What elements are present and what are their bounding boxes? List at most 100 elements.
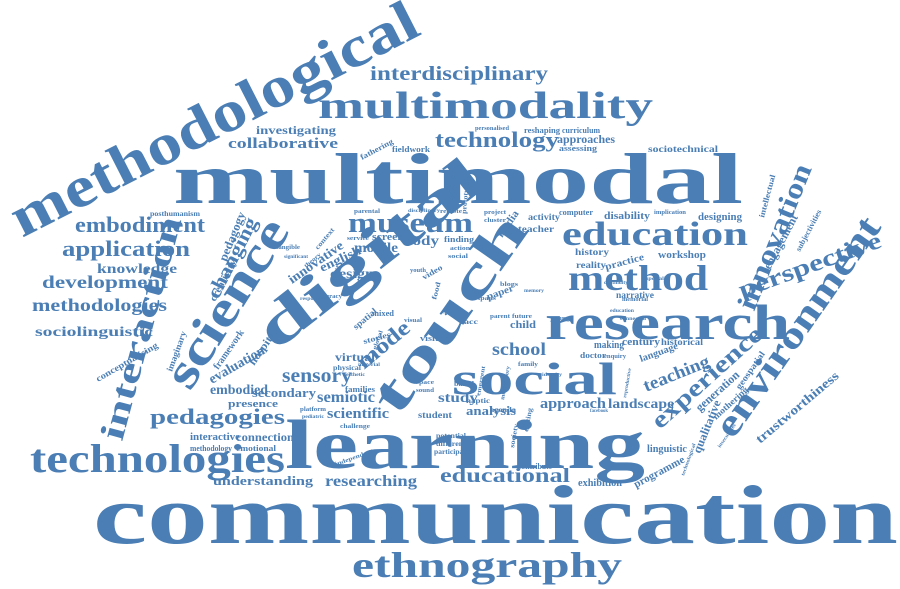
word-semiotic: semiotic [317,389,375,406]
word-making: making [594,339,624,351]
word-linguistic: linguistic [647,443,687,455]
word-potential: potential [436,432,466,440]
word-facebook: facebook [590,409,608,414]
word-continuity: continuity [604,281,629,286]
word-participant: participant [434,448,471,456]
word-analysis: analysis [466,403,516,418]
word-ipads: ipads [478,296,497,302]
word-different: different [436,440,467,448]
word-tangible: tangible [276,245,300,251]
word-mixed: mixed [372,309,395,318]
word-designing: designing [698,212,742,223]
word-education-small: education [610,309,634,314]
word-museum: museum [348,208,473,239]
word-connection: connection [236,430,294,444]
word-workshop: workshop [658,249,706,261]
word-action: action [450,246,471,252]
word-finding: finding [444,235,474,244]
word-activity: activity [528,212,561,222]
word-memory: memory [524,289,545,294]
word-remote: remote [440,209,462,215]
word-fieldwork: fieldwork [392,145,431,154]
word-history: history [575,247,610,257]
word-methodology: methodology [190,444,232,453]
word-development: development [42,272,168,292]
word-agenda: agenda [490,406,517,414]
word-service: service [347,236,369,242]
word-parent: parent [490,314,510,320]
word-application: application [62,236,190,261]
word-teacher: teacher [518,224,554,234]
word-cluster: cluster [484,218,506,224]
word-specialist: specialist [646,277,670,282]
word-social: social [452,353,617,404]
word-sociolinguistic: sociolinguistic [35,325,153,340]
word-responsive: responsive [300,297,327,302]
word-screen: screen [372,231,404,243]
word-landscape: landscape [608,397,674,412]
word-design: design [330,267,374,282]
word-learning: learning [285,407,645,484]
word-scientific: scientific [327,406,389,422]
word-reality: reality [576,260,607,270]
word-reshaping: reshaping [524,126,560,135]
word-method: method [568,258,708,298]
word-narrative: narrative [616,290,654,300]
word-exhibition: exhibition [578,478,622,489]
word-presence: presence [228,398,278,410]
word-knowledge: knowledge [97,262,177,277]
word-emotional: emotional [236,444,277,453]
word-methodologies: methodologies [32,295,167,315]
word-visual: visual [404,318,422,324]
word-century: century [622,337,660,348]
word-project: project [484,210,506,216]
word-emergent: emergent [476,366,487,397]
word-child: child [510,319,536,331]
word-space: space [416,380,434,386]
word-understanding: understanding [213,473,314,488]
word-study: study [438,391,478,406]
word-based: based [454,380,474,388]
word-technologies: technologies [30,436,285,481]
word-assessing: assessing [559,144,597,153]
word-mobile: mobile [354,241,398,256]
word-disability: disability [604,211,650,222]
word-embodiment: embodiment [75,212,206,237]
word-aesthetic: aesthetic [343,373,366,378]
word-school: school [492,339,546,359]
word-multimodality: multimodality [318,85,653,127]
word-interactive: interactive [190,432,241,443]
word-body: body [403,234,439,249]
word-personalised: personalised [475,126,510,132]
word-collaborative: collaborative [228,136,338,152]
word-posthumanism: posthumanism [150,210,200,218]
word-future: future [512,314,532,320]
word-doctor: doctor [580,351,607,360]
word-computer: computer [559,208,593,217]
word-multimodal: multimodal [173,139,743,219]
word-historical: historical [661,337,704,347]
word-family: family [518,362,538,368]
word-parental: parental [354,209,380,215]
word-flexible: flexible [445,175,457,208]
word-disciplinary: disciplinary [408,209,441,214]
word-visitor: visitor [420,334,449,343]
word-physical: physical [333,364,361,372]
word-pediatric: pediatric [302,415,325,420]
word-education: education [562,216,748,253]
word-interdisciplinary: interdisciplinary [370,63,548,85]
word-curriculum: curriculum [562,126,600,135]
word-families: families [345,385,375,394]
word-ethnography: ethnography [352,545,622,585]
word-investigating: investigating [256,123,336,137]
word-sensory: sensory [282,365,352,387]
word-identity: identity [542,373,563,378]
word-educational: educational [440,465,571,487]
word-young: young [550,316,570,322]
word-research: research [545,294,790,350]
word-material: material [358,363,381,368]
word-memorial: memorial [622,297,648,303]
word-secondary: secondary [252,385,317,400]
